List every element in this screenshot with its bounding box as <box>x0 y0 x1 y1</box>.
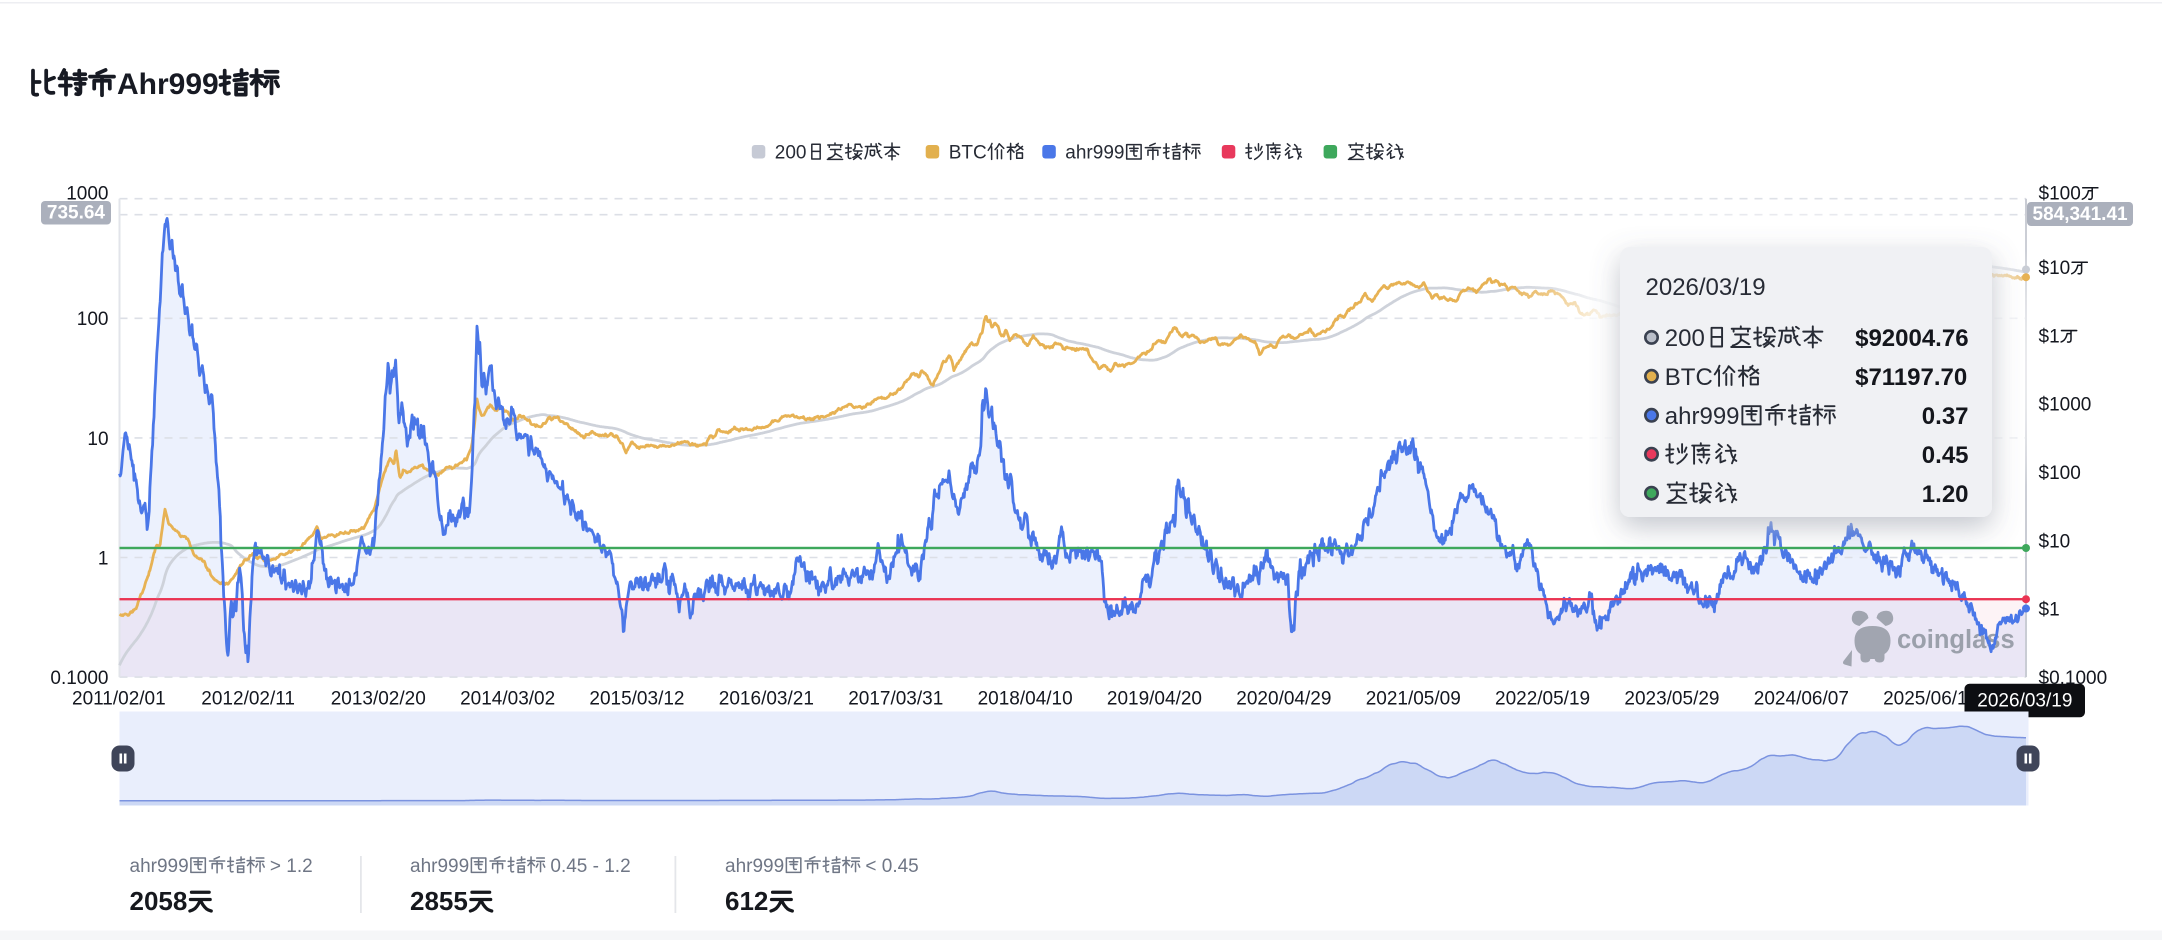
svg-text:< 0.45: < 0.45 <box>860 856 919 877</box>
svg-text:10: 10 <box>87 429 108 450</box>
svg-text:2022/05/19: 2022/05/19 <box>1495 689 1590 710</box>
svg-text:0.45: 0.45 <box>1922 442 1969 469</box>
svg-text:1000: 1000 <box>66 184 108 205</box>
svg-text:735.64: 735.64 <box>47 203 106 224</box>
svg-text:2015/03/12: 2015/03/12 <box>589 689 684 710</box>
svg-text:2855: 2855 <box>410 886 468 916</box>
svg-text:2017/03/31: 2017/03/31 <box>848 689 943 710</box>
svg-text:ahr999: ahr999 <box>725 856 784 877</box>
svg-text:2026/03/19: 2026/03/19 <box>1646 274 1766 301</box>
svg-text:2020/04/29: 2020/04/29 <box>1236 689 1331 710</box>
svg-text:2026/03/19: 2026/03/19 <box>1977 691 2072 712</box>
svg-text:> 1.2: > 1.2 <box>265 856 313 877</box>
svg-text:ahr999: ahr999 <box>1665 403 1740 430</box>
svg-text:Ahr999: Ahr999 <box>117 68 219 101</box>
svg-text:ahr999: ahr999 <box>1065 143 1124 164</box>
svg-text:200: 200 <box>775 143 807 164</box>
svg-text:BTC: BTC <box>949 143 987 164</box>
svg-text:$100: $100 <box>2039 184 2081 205</box>
svg-text:$1000: $1000 <box>2039 395 2092 416</box>
svg-text:$1: $1 <box>2039 600 2060 621</box>
svg-text:$1: $1 <box>2039 326 2060 347</box>
svg-text:2012/02/11: 2012/02/11 <box>201 689 295 710</box>
svg-text:2025/06/17: 2025/06/17 <box>1883 689 1978 710</box>
svg-text:2021/05/09: 2021/05/09 <box>1366 689 1461 710</box>
svg-text:2018/04/10: 2018/04/10 <box>978 689 1073 710</box>
svg-text:2011/02/01: 2011/02/01 <box>72 689 166 710</box>
svg-text:2058: 2058 <box>130 886 188 916</box>
svg-text:0.45 - 1.2: 0.45 - 1.2 <box>545 856 631 877</box>
svg-text:2024/06/07: 2024/06/07 <box>1754 689 1849 710</box>
svg-text:2019/04/20: 2019/04/20 <box>1107 689 1202 710</box>
svg-text:$100: $100 <box>2039 463 2081 484</box>
svg-text:$71197.70: $71197.70 <box>1855 364 1967 391</box>
svg-text:1.20: 1.20 <box>1922 481 1969 508</box>
svg-text:$92004.76: $92004.76 <box>1855 325 1968 352</box>
svg-text:$10: $10 <box>2039 258 2071 279</box>
svg-text:0.37: 0.37 <box>1922 403 1969 430</box>
svg-text:BTC: BTC <box>1665 364 1713 391</box>
svg-text:2016/03/21: 2016/03/21 <box>719 689 814 710</box>
svg-text:1: 1 <box>98 548 109 569</box>
svg-text:612: 612 <box>725 886 768 916</box>
svg-text:$10: $10 <box>2039 531 2071 552</box>
svg-text:2014/03/02: 2014/03/02 <box>460 689 555 710</box>
svg-text:ahr999: ahr999 <box>410 856 469 877</box>
svg-text:ahr999: ahr999 <box>130 856 189 877</box>
svg-text:200: 200 <box>1665 325 1705 352</box>
svg-text:2013/02/20: 2013/02/20 <box>331 689 426 710</box>
svg-text:$0.1000: $0.1000 <box>2039 668 2108 689</box>
svg-text:100: 100 <box>77 309 109 330</box>
svg-text:0.1000: 0.1000 <box>50 668 108 689</box>
svg-text:2023/05/29: 2023/05/29 <box>1624 689 1719 710</box>
svg-text:584,341.41: 584,341.41 <box>2033 204 2129 225</box>
